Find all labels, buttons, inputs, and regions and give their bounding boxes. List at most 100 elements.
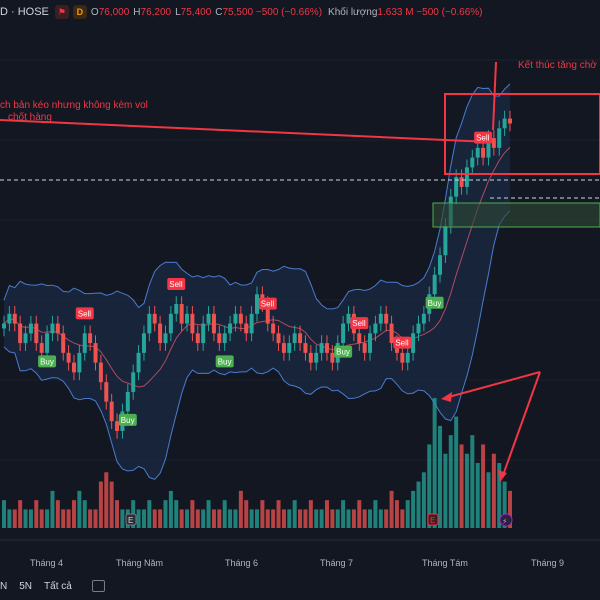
- volume-bar: [491, 453, 496, 528]
- earnings-icon-2[interactable]: E: [427, 513, 439, 526]
- volume-bar: [18, 500, 23, 528]
- volume-bar: [351, 509, 356, 528]
- candle: [211, 313, 216, 334]
- signals: Buy Buy Buy Buy Buy Sell Sell Sell Sell Sell Sell: [38, 131, 493, 426]
- candle: [77, 352, 82, 373]
- highlight-box: [444, 93, 600, 175]
- volume-bar: [222, 500, 227, 528]
- volume-bar: [475, 463, 480, 528]
- candle: [454, 177, 459, 197]
- volume-bar: [244, 500, 249, 528]
- volume-bar: [34, 500, 39, 528]
- x-tick-label: Tháng 9: [531, 558, 564, 568]
- range-all-button[interactable]: Tất cả: [44, 580, 72, 592]
- candle: [292, 333, 297, 344]
- volume-bar: [368, 509, 373, 528]
- range-1d-button[interactable]: N: [0, 580, 8, 592]
- volume-bar: [378, 509, 383, 528]
- svg-text:Buy: Buy: [428, 299, 442, 308]
- buy-signal: Buy: [215, 355, 234, 368]
- svg-text:Sell: Sell: [78, 309, 92, 318]
- volume-bar: [39, 509, 44, 528]
- volume-bar: [88, 509, 93, 528]
- symbol-header: D · HOSE ⚑ D O 76,000 H 76,200 L 75,400 C 75…: [0, 5, 483, 19]
- volume-bar: [394, 500, 399, 528]
- x-axis: Tháng 4 Tháng Năm Tháng 6 Tháng 7 Tháng …: [30, 558, 564, 568]
- candle: [39, 343, 44, 353]
- candle: [98, 362, 103, 383]
- volume-bar: [276, 500, 281, 528]
- svg-text:⚡: ⚡: [502, 517, 508, 526]
- candle: [486, 138, 491, 158]
- svg-text:Sell: Sell: [476, 134, 490, 143]
- calendar-goto-icon[interactable]: [91, 580, 105, 592]
- candle: [411, 333, 416, 353]
- candle: [276, 333, 281, 344]
- high-value: 76,200: [140, 6, 172, 18]
- volume-bar: [174, 500, 179, 528]
- range-toolbar: N 5N Tất cả: [0, 576, 117, 596]
- volume-bar: [373, 500, 378, 528]
- candle: [2, 323, 6, 329]
- symbol-title[interactable]: D · HOSE: [0, 6, 49, 18]
- volume-bar: [508, 490, 512, 528]
- volume-bar: [163, 500, 168, 528]
- candle: [34, 323, 39, 344]
- svg-text:Buy: Buy: [336, 348, 350, 357]
- candle: [55, 323, 60, 334]
- candle: [324, 343, 329, 353]
- flag-icon[interactable]: ⚑: [54, 5, 69, 19]
- candle: [459, 177, 464, 187]
- x-tick-label: Tháng 4: [30, 558, 63, 568]
- candle: [168, 313, 173, 334]
- candle: [481, 147, 486, 158]
- candle: [298, 333, 303, 344]
- candle: [23, 333, 28, 344]
- flash-event-icon[interactable]: ⚡: [499, 513, 513, 527]
- svg-text:Buy: Buy: [121, 416, 135, 425]
- volume-bar: [179, 509, 184, 528]
- range-5d-button[interactable]: 5N: [19, 580, 33, 592]
- candle: [244, 323, 249, 334]
- candle: [195, 333, 200, 344]
- volume-bar: [185, 509, 190, 528]
- volume-bar: [260, 500, 265, 528]
- candle: [308, 352, 313, 363]
- earnings-icon[interactable]: E: [125, 513, 137, 526]
- candle: [88, 333, 93, 344]
- sell-signal: Sell: [258, 297, 277, 310]
- buy-signal: Buy: [118, 413, 137, 426]
- candle: [249, 313, 254, 334]
- volume-bar: [228, 509, 233, 528]
- candle: [421, 313, 426, 324]
- buy-signal: Buy: [38, 355, 57, 368]
- volume-bar: [104, 472, 109, 528]
- svg-text:Sell: Sell: [261, 300, 275, 309]
- volume-bar: [411, 490, 416, 528]
- svg-text:E: E: [430, 516, 435, 525]
- candle: [400, 352, 405, 363]
- candle: [255, 294, 259, 314]
- volume-bar: [330, 509, 335, 528]
- candle: [158, 323, 163, 344]
- volume-bars: [2, 398, 512, 528]
- candle: [141, 333, 146, 353]
- candle: [66, 352, 71, 363]
- volume-label: Khối lượng: [328, 6, 378, 18]
- volume-bar: [93, 509, 98, 528]
- svg-text:E: E: [128, 516, 133, 525]
- volume-bar: [362, 509, 367, 528]
- volume-bar: [416, 481, 421, 528]
- bollinger-lower-band: [3, 210, 511, 480]
- volume-bar: [50, 490, 55, 528]
- volume-bar: [341, 500, 346, 528]
- bollinger-band-fill: [4, 83, 510, 480]
- candle: [265, 304, 270, 324]
- data-status-badge[interactable]: D: [72, 5, 87, 19]
- volume-bar: [7, 509, 12, 528]
- candle: [281, 343, 286, 353]
- volume-bar: [249, 509, 254, 528]
- volume-bar: [346, 509, 351, 528]
- x-tick-label: Tháng Tám: [422, 558, 468, 568]
